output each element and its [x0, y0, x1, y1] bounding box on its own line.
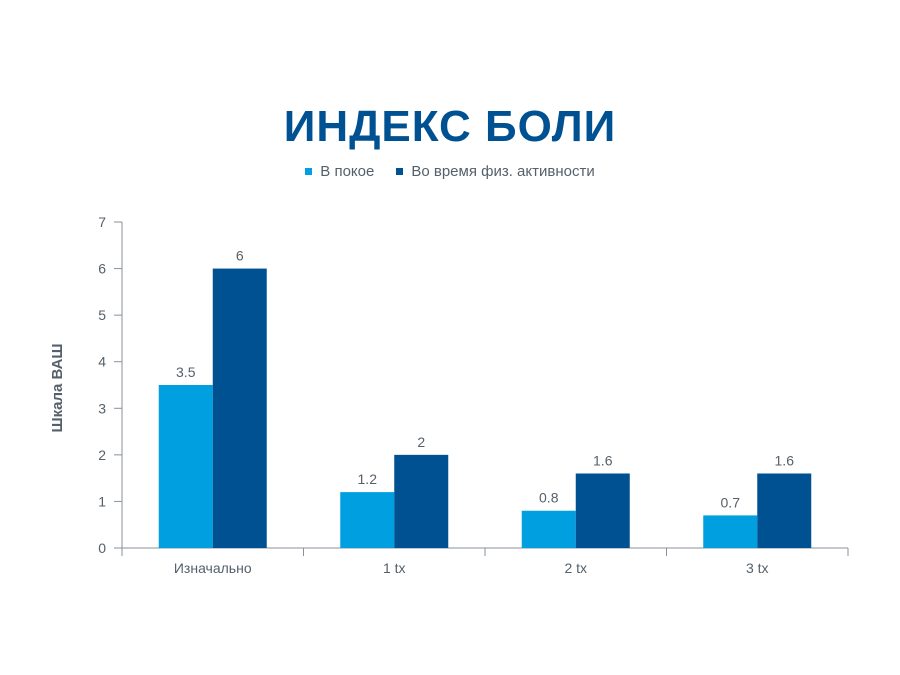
bar-value-label: 2	[417, 434, 425, 450]
y-tick-label: 6	[98, 261, 106, 277]
bar-rest	[340, 492, 394, 548]
y-axis-title: Шкала ВАШ	[49, 344, 66, 433]
x-category-label: Изначально	[174, 560, 252, 576]
bar-rest	[522, 511, 576, 548]
bar-activity	[576, 473, 630, 548]
y-tick-label: 1	[98, 493, 106, 509]
bar-value-label: 1.2	[358, 471, 378, 487]
y-tick-label: 5	[98, 307, 106, 323]
y-tick-label: 3	[98, 400, 106, 416]
bar-value-label: 1.6	[593, 452, 613, 468]
y-tick-label: 2	[98, 447, 106, 463]
bar-value-label: 1.6	[775, 452, 795, 468]
bar-value-label: 6	[236, 248, 244, 264]
bar-activity	[757, 473, 811, 548]
bar-activity	[394, 455, 448, 548]
bar-value-label: 0.8	[539, 490, 559, 506]
x-category-label: 1 tx	[383, 560, 406, 576]
bar-activity	[213, 269, 267, 548]
bar-rest	[703, 515, 757, 548]
x-category-label: 2 tx	[564, 560, 587, 576]
x-category-label: 3 tx	[746, 560, 769, 576]
y-tick-label: 0	[98, 540, 106, 556]
y-tick-label: 7	[98, 214, 106, 230]
bar-rest	[159, 385, 213, 548]
bar-value-label: 3.5	[176, 364, 196, 380]
y-tick-label: 4	[98, 354, 106, 370]
bar-value-label: 0.7	[721, 494, 741, 510]
